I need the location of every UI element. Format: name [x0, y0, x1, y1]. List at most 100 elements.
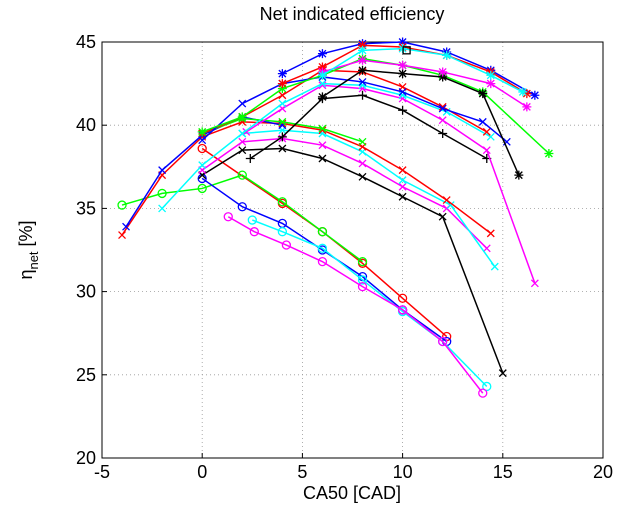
marker	[117, 200, 127, 210]
marker	[277, 79, 287, 89]
marker	[278, 144, 287, 153]
marker	[249, 227, 259, 237]
series-line	[201, 147, 504, 374]
marker	[317, 92, 327, 102]
marker	[397, 305, 408, 315]
marker	[522, 89, 532, 99]
marker	[438, 67, 448, 77]
marker	[237, 112, 247, 122]
marker	[398, 166, 407, 175]
marker	[398, 105, 408, 115]
marker	[402, 46, 411, 55]
y-label-symbol: η	[16, 270, 36, 280]
series-line	[121, 121, 492, 236]
marker	[482, 146, 491, 155]
marker	[317, 243, 328, 253]
marker	[238, 146, 247, 155]
marker	[482, 244, 491, 253]
marker	[317, 256, 328, 267]
y-axis-label: ηnet [%]	[16, 220, 41, 279]
y-tick-label: 40	[76, 115, 96, 135]
y-tick-label: 25	[76, 365, 96, 385]
marker	[358, 90, 368, 100]
marker	[122, 222, 131, 231]
marker	[237, 202, 247, 212]
marker	[442, 196, 451, 205]
marker	[397, 293, 408, 303]
marker	[357, 281, 368, 292]
marker	[482, 381, 492, 392]
marker	[247, 215, 257, 225]
x-tick-label: 5	[297, 462, 307, 482]
marker	[317, 62, 327, 72]
marker	[278, 99, 287, 108]
plot-area	[102, 42, 603, 458]
marker	[158, 166, 167, 175]
marker	[245, 153, 255, 163]
marker	[278, 117, 287, 126]
marker	[478, 117, 487, 126]
marker	[522, 102, 532, 112]
chart-title: Net indicated efficiency	[260, 4, 445, 24]
marker	[198, 161, 207, 170]
series-line	[201, 69, 488, 135]
series-line	[322, 59, 528, 108]
marker	[486, 79, 496, 89]
marker	[398, 192, 407, 201]
marker	[358, 40, 368, 50]
marker	[357, 275, 368, 285]
marker	[197, 183, 207, 194]
marker	[398, 60, 408, 70]
marker	[318, 124, 327, 133]
marker	[442, 50, 452, 60]
marker	[398, 176, 407, 185]
y-tick-label: 45	[76, 32, 96, 52]
marker	[438, 72, 448, 82]
marker	[317, 227, 328, 237]
y-tick-label: 30	[76, 282, 96, 302]
y-tick-label: 20	[76, 448, 96, 468]
marker	[482, 127, 491, 136]
marker	[398, 87, 407, 96]
series-line	[322, 69, 520, 176]
marker	[237, 170, 247, 180]
marker	[317, 70, 327, 80]
marker	[197, 127, 207, 137]
marker	[398, 69, 408, 79]
marker	[398, 182, 407, 191]
marker	[318, 154, 327, 163]
marker	[438, 336, 448, 347]
series-line	[227, 216, 484, 394]
marker	[478, 388, 488, 398]
series-line	[201, 137, 488, 249]
marker	[158, 204, 167, 213]
marker	[278, 91, 287, 100]
series-line	[121, 174, 363, 263]
marker	[530, 279, 539, 288]
marker	[277, 69, 287, 79]
marker	[223, 212, 233, 222]
marker	[358, 172, 367, 181]
marker	[318, 81, 327, 90]
marker	[277, 132, 287, 142]
marker	[490, 262, 499, 271]
marker	[317, 49, 327, 59]
marker	[238, 99, 247, 108]
series-line	[322, 47, 524, 93]
marker	[486, 132, 495, 141]
marker	[281, 240, 292, 250]
marker	[486, 229, 495, 238]
marker	[478, 89, 488, 99]
marker	[238, 137, 247, 146]
marker	[358, 137, 367, 146]
x-tick-label: 15	[493, 462, 513, 482]
marker	[438, 116, 447, 125]
marker	[357, 256, 368, 267]
marker	[446, 201, 455, 210]
marker	[438, 129, 448, 139]
marker	[318, 79, 327, 88]
y-label-unit: [%]	[16, 220, 36, 246]
marker	[197, 143, 207, 154]
x-tick-label: 10	[393, 462, 413, 482]
marker	[486, 70, 496, 80]
